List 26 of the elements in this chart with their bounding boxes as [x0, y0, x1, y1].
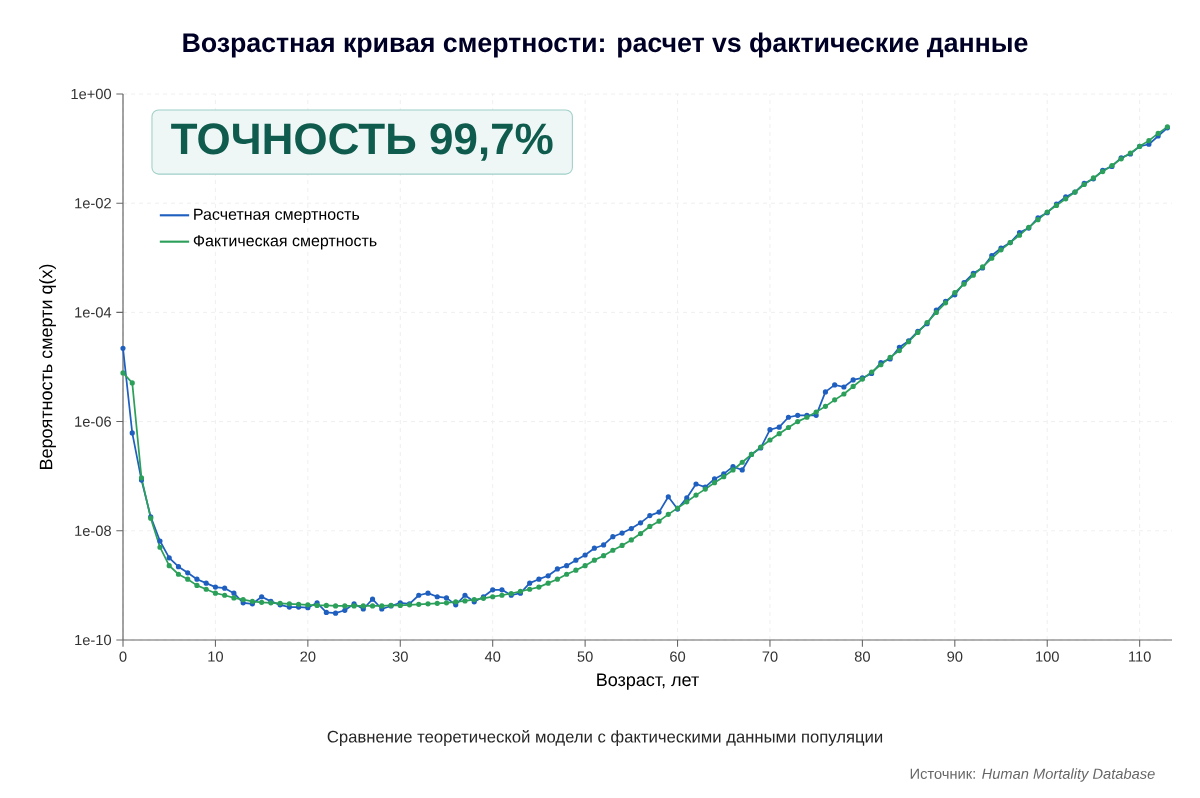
chart-title: Возрастная кривая смертности: расчет vs фактические данные — [183, 32, 1028, 58]
y-tick-label: 1e-08 — [75, 525, 111, 536]
legend-label: Фактическая смертность — [193, 235, 377, 250]
x-tick-label: 110 — [1129, 651, 1151, 662]
y-tick-label: 1e-02 — [75, 198, 111, 209]
x-tick-label: 10 — [208, 651, 223, 662]
y-tick-label: 1e-06 — [75, 416, 111, 427]
x-tick-label: 70 — [762, 651, 778, 662]
text: Источник: Human Mortality Database — [910, 768, 1155, 782]
x-tick-label: 60 — [670, 651, 686, 662]
y-tick-label: 1e-04 — [75, 307, 112, 318]
x-tick-label: 30 — [392, 651, 408, 662]
x-tick-label: 20 — [300, 651, 316, 662]
y-tick-label: 1e-10 — [75, 634, 112, 646]
legend-label: Расчетная смертность — [194, 208, 360, 224]
x-tick-label: 0 — [119, 651, 127, 662]
annotation: ТОЧНОСТЬ 99,7% — [171, 123, 553, 161]
x-tick-label: 90 — [947, 651, 963, 662]
x-tick-label: 100 — [1036, 651, 1059, 662]
x-axis-title: Возраст, лет — [597, 673, 699, 690]
x-tick-label: 40 — [484, 651, 501, 662]
y-tick-label: 1e+00 — [71, 88, 112, 100]
x-tick-label: 80 — [854, 651, 870, 662]
text: Сравнение теоретической модели с фактическими данными популяции — [327, 730, 883, 746]
y-axis-title: Вероятность смерти q(x) — [39, 264, 56, 469]
x-tick-label: 50 — [577, 651, 593, 662]
